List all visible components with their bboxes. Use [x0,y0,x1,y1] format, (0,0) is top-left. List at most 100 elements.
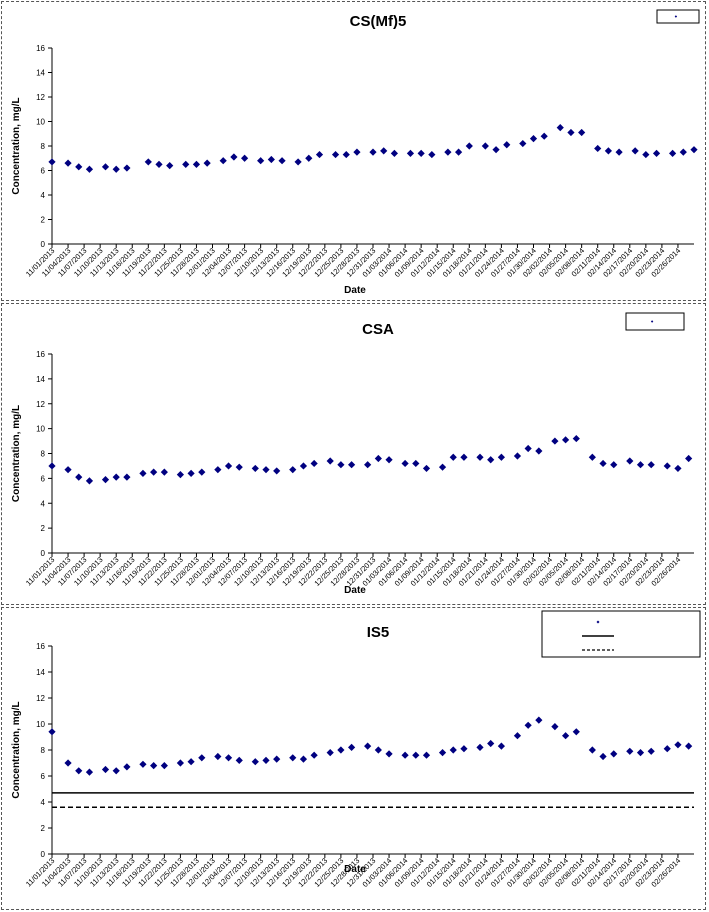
data-point [690,146,698,154]
data-point [626,747,634,755]
y-tick-label: 10 [36,720,45,729]
data-point [262,756,270,764]
data-point [150,762,158,770]
y-tick-label: 4 [41,499,46,508]
y-tick-label: 16 [36,642,45,651]
data-point [519,139,527,148]
data-point [187,758,195,766]
data-point [663,462,671,470]
data-point [551,437,559,445]
data-point [406,149,415,157]
data-point [337,461,345,469]
data-point [166,162,174,170]
data-point [588,746,596,754]
data-point [85,165,94,173]
data-point [562,436,570,444]
data-point [224,754,233,762]
data-point [476,453,484,461]
legend-box [656,9,700,24]
data-point [353,148,361,156]
data-point [139,469,147,477]
data-point [112,767,120,775]
y-tick-label: 10 [36,425,45,434]
data-point [289,466,297,474]
y-axis-label: Concentration, mg/L [11,405,22,502]
legend-box [625,312,685,331]
data-point [503,141,511,149]
data-point [449,746,457,754]
data-point [75,767,83,775]
data-point [562,732,570,740]
data-point [299,755,308,763]
data-point [198,468,206,476]
data-point [551,723,559,731]
data-point [364,461,372,469]
data-point [224,462,233,470]
data-point [524,721,532,729]
data-point [305,154,313,162]
data-point [101,163,110,171]
data-point [48,158,56,166]
data-point [487,456,495,464]
data-point [599,752,607,761]
data-point [64,466,72,474]
data-point [567,128,575,137]
data-point [685,454,693,463]
data-point [374,746,382,754]
data-point [524,444,532,453]
data-point [251,464,259,473]
data-point [214,752,222,761]
data-point [273,755,281,763]
y-tick-label: 6 [41,474,46,483]
data-point [401,459,409,468]
data-point [444,148,452,156]
data-point [123,164,131,172]
y-tick-label: 8 [41,450,46,459]
y-tick-label: 14 [36,69,45,78]
data-point [123,473,131,481]
data-point [540,132,548,140]
data-point [219,157,227,165]
data-point [669,149,677,157]
legend-box [541,610,701,658]
data-point [679,148,687,156]
y-tick-label: 10 [36,118,45,127]
y-tick-label: 6 [41,167,46,176]
y-tick-label: 0 [41,240,46,249]
data-point [481,142,489,150]
chart-title: CSA [362,321,394,338]
y-axis-label: Concentration, mg/L [11,701,22,798]
data-point [310,459,318,468]
data-point [187,469,195,477]
data-point [615,148,623,156]
data-point [230,153,238,161]
data-point [315,150,324,159]
data-point [449,453,457,461]
data-point [235,463,243,471]
data-point [203,159,211,167]
data-point [75,163,83,171]
data-point [251,758,259,766]
data-point [374,454,382,463]
data-point [497,453,505,461]
data-point [326,457,334,465]
data-point [626,457,634,465]
data-point [599,459,607,468]
data-point [364,742,372,750]
data-point [455,148,463,156]
data-point [310,751,318,759]
y-tick-label: 4 [41,798,46,807]
y-tick-label: 16 [36,350,45,359]
y-tick-label: 12 [36,400,45,409]
y-tick-label: 2 [41,824,46,833]
data-point [241,154,249,162]
data-point [604,147,612,155]
data-point [647,747,655,755]
data-point [535,716,543,724]
data-point [636,461,645,469]
chart-panel-cs-mf5: CS(Mf)5 0 2 4 6 8 10 12 14 16 Concentration, mg/L 1… [1,1,706,301]
data-point [610,750,618,758]
y-tick-label: 14 [36,668,45,677]
data-point [663,745,671,753]
